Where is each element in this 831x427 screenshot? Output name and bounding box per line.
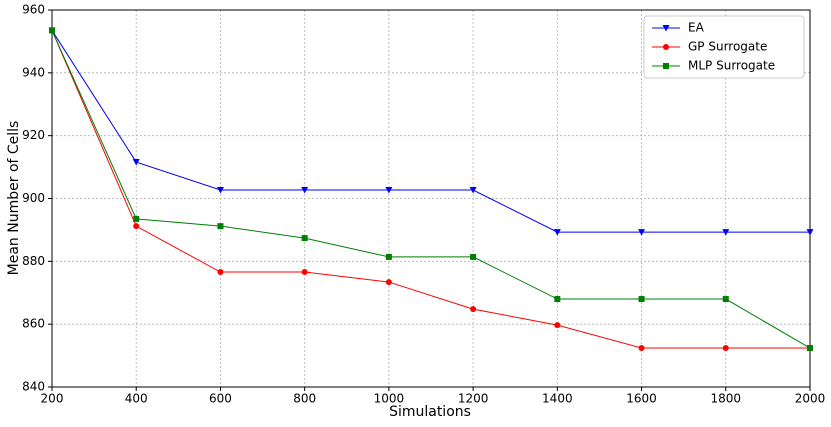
marker	[217, 223, 224, 230]
series-line	[51, 30, 811, 349]
series-line	[51, 30, 810, 233]
marker	[554, 322, 561, 329]
marker	[663, 44, 669, 50]
marker	[662, 25, 670, 32]
marker	[806, 229, 814, 236]
marker	[638, 229, 646, 236]
x-tick-label: 1600	[626, 392, 657, 406]
x-tick-label: 200	[41, 392, 64, 406]
marker	[722, 345, 729, 352]
marker	[807, 345, 813, 352]
marker	[132, 159, 140, 166]
marker	[385, 253, 392, 260]
marker	[470, 306, 477, 313]
marker	[469, 187, 477, 194]
x-tick-label: 1200	[458, 392, 489, 406]
marker	[385, 187, 393, 194]
marker	[301, 269, 308, 276]
x-tick-label: 2000	[795, 392, 826, 406]
y-tick-label: 840	[22, 380, 45, 394]
x-tick-label: 400	[125, 392, 148, 406]
y-axis-label: Mean Number of Cells	[6, 121, 22, 276]
x-tick-label: 600	[209, 392, 232, 406]
series-line	[51, 30, 810, 349]
marker	[216, 187, 224, 194]
marker	[722, 229, 730, 236]
legend-box	[643, 15, 805, 79]
y-tick-label: 900	[22, 191, 45, 205]
marker	[49, 27, 55, 34]
marker	[554, 296, 561, 303]
marker	[385, 279, 392, 286]
legend-label: MLP Surrogate	[688, 59, 775, 73]
x-tick-label: 800	[293, 392, 316, 406]
marker	[638, 345, 645, 352]
x-tick-label: 1000	[374, 392, 405, 406]
marker	[470, 253, 477, 260]
marker	[133, 215, 140, 222]
legend-label: EA	[688, 21, 705, 35]
marker	[663, 63, 669, 69]
plot-frame	[51, 9, 811, 388]
marker	[133, 223, 140, 230]
marker	[722, 296, 729, 303]
marker	[301, 235, 308, 242]
x-axis-label: Simulations	[389, 404, 471, 420]
marker	[217, 269, 224, 276]
y-tick-label: 940	[22, 65, 45, 79]
x-tick-label: 1400	[542, 392, 573, 406]
x-tick-label: 1800	[711, 392, 742, 406]
y-tick-label: 960	[22, 3, 45, 17]
y-tick-label: 880	[22, 254, 45, 268]
legend-label: GP Surrogate	[688, 40, 767, 54]
marker	[553, 229, 561, 236]
y-tick-label: 860	[22, 317, 45, 331]
y-tick-label: 920	[22, 128, 45, 142]
marker	[638, 296, 645, 303]
marker	[301, 187, 309, 194]
